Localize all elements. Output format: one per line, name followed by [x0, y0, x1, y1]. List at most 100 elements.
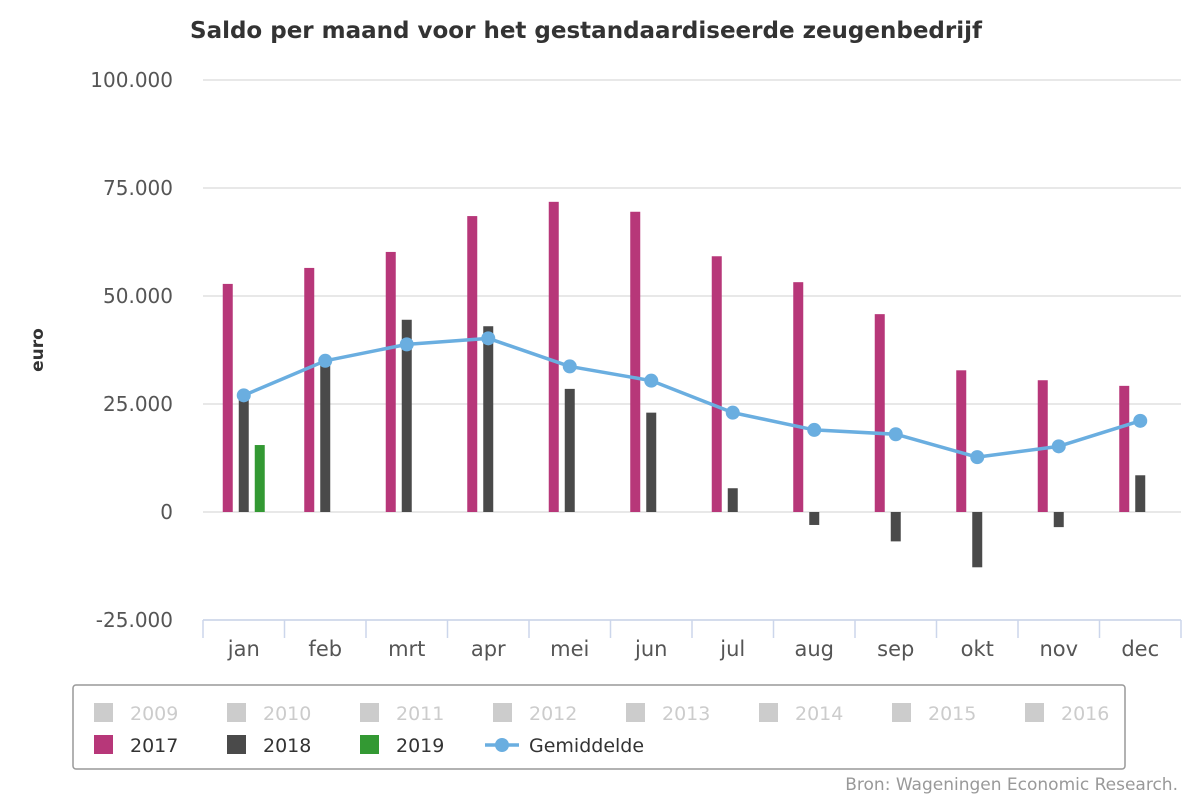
- y-axis-tick-labels: -25.000 0 25.000 50.000 75.000 100.000: [90, 68, 173, 632]
- point-Gemiddelde-mei[interactable]: [562, 359, 577, 374]
- point-Gemiddelde-jun[interactable]: [644, 373, 659, 388]
- legend-swatch: [626, 703, 645, 722]
- legend-label: Gemiddelde: [529, 735, 644, 757]
- legend-label: 2012: [529, 703, 577, 725]
- legend-label: 2015: [928, 703, 976, 725]
- chart-credits: Bron: Wageningen Economic Research.: [845, 775, 1178, 795]
- legend-item-2013[interactable]: 2013: [626, 703, 710, 725]
- x-tick-label-mrt: mrt: [388, 637, 425, 661]
- legend-item-2011[interactable]: 2011: [360, 703, 444, 725]
- bar-2017-feb[interactable]: [304, 267, 315, 512]
- legend-label: 2017: [130, 735, 178, 757]
- point-Gemiddelde-nov[interactable]: [1051, 439, 1066, 454]
- bar-2017-jan[interactable]: [222, 283, 233, 512]
- legend-label: 2014: [795, 703, 843, 725]
- bar-2017-aug[interactable]: [793, 282, 804, 512]
- legend-item-2018[interactable]: 2018: [227, 735, 311, 757]
- bar-2017-okt[interactable]: [956, 370, 967, 512]
- x-axis: jan feb mrt apr mei jun jul aug sep okt nov dec: [202, 619, 1182, 661]
- legend-label: 2010: [263, 703, 311, 725]
- legend-label: 2009: [130, 703, 178, 725]
- bar-2019-jan[interactable]: [254, 445, 265, 512]
- bar-2018-jan[interactable]: [238, 395, 249, 512]
- legend-swatch: [493, 703, 512, 722]
- bar-2017-jul[interactable]: [711, 256, 722, 512]
- bar-2018-jun[interactable]: [646, 412, 657, 512]
- legend-label: 2013: [662, 703, 710, 725]
- x-tick-label-feb: feb: [308, 637, 342, 661]
- legend-marker: [495, 738, 509, 752]
- legend-box: [72, 684, 1126, 770]
- legend-item-2012[interactable]: 2012: [493, 703, 577, 725]
- legend-swatch: [94, 735, 113, 754]
- point-Gemiddelde-jan[interactable]: [236, 388, 251, 403]
- legend-item-2019[interactable]: 2019: [360, 735, 444, 757]
- bar-2017-sep[interactable]: [874, 314, 885, 512]
- x-tick-label-apr: apr: [471, 637, 506, 661]
- bar-2018-nov[interactable]: [1053, 512, 1064, 528]
- y-axis-label: euro: [28, 328, 48, 372]
- legend-label: 2019: [396, 735, 444, 757]
- bar-2017-nov[interactable]: [1037, 380, 1048, 512]
- line-Gemiddelde: [243, 336, 1141, 459]
- legend-item-Gemiddelde[interactable]: Gemiddelde: [485, 735, 644, 757]
- bar-series: [222, 201, 1146, 568]
- point-Gemiddelde-mrt[interactable]: [399, 337, 414, 352]
- y-tick-label: -25.000: [96, 608, 173, 632]
- legend-item-2009[interactable]: 2009: [94, 703, 178, 725]
- bar-2017-apr[interactable]: [467, 216, 478, 512]
- bar-2018-mei[interactable]: [564, 388, 575, 512]
- point-Gemiddelde-dec[interactable]: [1133, 413, 1148, 428]
- legend-item-2016[interactable]: 2016: [1025, 703, 1109, 725]
- x-tick-label-jun: jun: [634, 637, 667, 661]
- point-Gemiddelde-jul[interactable]: [725, 405, 740, 420]
- average-line-series: [236, 331, 1148, 465]
- bar-2017-mrt[interactable]: [385, 251, 396, 512]
- bar-2018-dec[interactable]: [1135, 475, 1146, 512]
- x-tick-label-sep: sep: [877, 637, 914, 661]
- bar-2018-aug[interactable]: [809, 512, 820, 525]
- point-Gemiddelde-sep[interactable]: [888, 427, 903, 442]
- bar-2017-mei[interactable]: [548, 201, 559, 512]
- grid-lines: [203, 79, 1181, 621]
- legend-swatch: [360, 703, 379, 722]
- chart-title: Saldo per maand voor het gestandaardisee…: [190, 18, 983, 44]
- x-tick-label-jan: jan: [227, 637, 260, 661]
- legend-swatch: [892, 703, 911, 722]
- legend-label: 2011: [396, 703, 444, 725]
- x-tick-label-dec: dec: [1121, 637, 1159, 661]
- legend-item-2015[interactable]: 2015: [892, 703, 976, 725]
- y-tick-label: 100.000: [90, 68, 173, 92]
- legend-swatch: [227, 735, 246, 754]
- bar-2018-sep[interactable]: [890, 512, 901, 542]
- y-tick-label: 0: [160, 500, 173, 524]
- y-tick-label: 25.000: [103, 392, 173, 416]
- bar-2018-feb[interactable]: [320, 360, 331, 512]
- y-tick-label: 50.000: [103, 284, 173, 308]
- x-tick-label-aug: aug: [794, 637, 834, 661]
- legend-swatch: [1025, 703, 1044, 722]
- bar-2018-jul[interactable]: [727, 488, 738, 512]
- bar-2017-jun[interactable]: [630, 211, 641, 512]
- legend-swatch: [759, 703, 778, 722]
- legend-swatch: [227, 703, 246, 722]
- point-Gemiddelde-okt[interactable]: [970, 450, 985, 465]
- point-Gemiddelde-aug[interactable]: [807, 422, 822, 437]
- bar-2018-okt[interactable]: [972, 512, 983, 568]
- legend-swatch: [94, 703, 113, 722]
- x-tick-label-jul: jul: [719, 637, 745, 661]
- x-tick-label-mei: mei: [550, 637, 589, 661]
- point-Gemiddelde-feb[interactable]: [318, 353, 333, 368]
- legend: 2009 2010 2011 2012 2013 2014 2015 2016 2017 2018…: [72, 684, 1126, 770]
- legend-label: 2018: [263, 735, 311, 757]
- bar-2018-apr[interactable]: [483, 326, 494, 512]
- legend-item-2010[interactable]: 2010: [227, 703, 311, 725]
- point-Gemiddelde-apr[interactable]: [481, 331, 496, 346]
- bar-2017-dec[interactable]: [1119, 385, 1130, 512]
- legend-swatch: [360, 735, 379, 754]
- y-tick-label: 75.000: [103, 176, 173, 200]
- legend-item-2014[interactable]: 2014: [759, 703, 843, 725]
- bar-2018-mrt[interactable]: [401, 319, 412, 512]
- legend-item-2017[interactable]: 2017: [94, 735, 178, 757]
